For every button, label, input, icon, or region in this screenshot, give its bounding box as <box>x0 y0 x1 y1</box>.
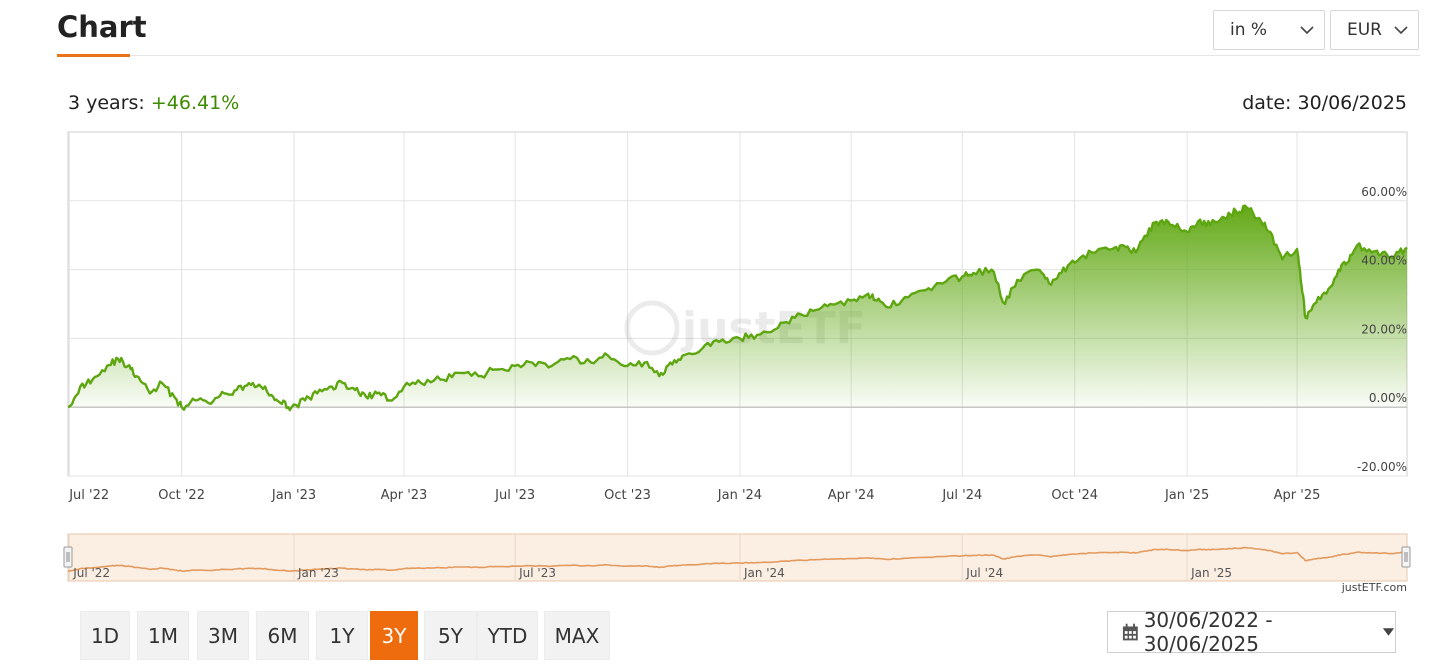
range-button-3m[interactable]: 3M <box>197 611 249 660</box>
performance-chart[interactable]: justETF -20.00%0.00%20.00%40.00%60.00% J… <box>0 0 1440 600</box>
range-button-ytd[interactable]: YTD <box>477 611 538 660</box>
chart-date: date: 30/06/2025 <box>1242 92 1407 114</box>
x-tick-label: Jan '23 <box>271 488 316 503</box>
x-axis-labels: Jul '22 Oct '22 Jan '23 Apr '23 Jul '23 Oct '… <box>68 488 1320 503</box>
range-button-6m[interactable]: 6M <box>256 611 309 660</box>
caret-down-icon <box>1382 628 1395 636</box>
navigator-grid <box>68 534 1188 581</box>
x-tick-label: Jan '24 <box>717 488 762 503</box>
header-divider <box>57 55 1420 56</box>
x-tick-label: Apr '23 <box>381 488 428 503</box>
y-axis-labels: -20.00% 0.00% 20.00% 40.00% 60.00% <box>1357 185 1407 474</box>
range-button-1d[interactable]: 1D <box>80 611 130 660</box>
y-tick-label: 0.00% <box>1369 391 1407 405</box>
performance-summary: 3 years: +46.41% <box>68 92 239 114</box>
y-tick-label: -20.00% <box>1357 460 1407 474</box>
date-range-label: 30/06/2022 - 30/06/2025 <box>1143 608 1273 656</box>
x-tick-label: Apr '24 <box>828 488 875 503</box>
unit-select[interactable]: in % <box>1213 10 1325 50</box>
calendar-icon <box>1122 623 1138 640</box>
navigator-label: Jan '25 <box>1190 566 1232 580</box>
range-button-max[interactable]: MAX <box>544 611 610 660</box>
navigator-labels: Jul '22 Jan '23 Jul '23 Jan '24 Jul '24 Jan '… <box>72 566 1232 580</box>
x-tick-label: Jul '23 <box>494 488 535 503</box>
navigator-label: Jul '23 <box>518 566 556 580</box>
date-range-picker[interactable]: 30/06/2022 - 30/06/2025 <box>1107 608 1396 656</box>
x-tick-label: Oct '24 <box>1051 488 1098 503</box>
navigator-label: Jan '23 <box>297 566 339 580</box>
y-tick-label: 60.00% <box>1361 185 1407 199</box>
unit-select-label: in % <box>1230 20 1268 40</box>
navigator-handle-right[interactable] <box>1401 546 1411 568</box>
navigator-label: Jan '24 <box>743 566 785 580</box>
chevron-down-icon <box>1300 26 1314 35</box>
series-area <box>68 205 1407 411</box>
navigator-line <box>67 546 1408 573</box>
range-button-1y[interactable]: 1Y <box>316 611 368 660</box>
currency-select[interactable]: EUR <box>1330 10 1419 50</box>
x-tick-label: Oct '22 <box>158 488 205 503</box>
x-tick-label: Jul '24 <box>941 488 982 503</box>
x-tick-label: Oct '23 <box>604 488 651 503</box>
credit-link[interactable]: justETF.com <box>1341 581 1407 594</box>
range-navigator[interactable]: Jul '22 Jan '23 Jul '23 Jan '24 Jul '24 Jan '… <box>63 533 1411 582</box>
chevron-down-icon <box>1394 26 1408 35</box>
navigator-handle-left[interactable] <box>63 546 73 568</box>
navigator-label: Jul '24 <box>965 566 1003 580</box>
y-tick-label: 20.00% <box>1361 322 1407 336</box>
range-button-5y[interactable]: 5Y <box>424 611 477 660</box>
range-button-1m[interactable]: 1M <box>137 611 189 660</box>
series-line <box>67 204 1408 412</box>
x-tick-label: Jul '22 <box>68 488 109 503</box>
y-tick-label: 40.00% <box>1361 254 1407 268</box>
x-tick-label: Apr '25 <box>1274 488 1321 503</box>
period-label: 3 years: <box>68 92 145 114</box>
page-title: Chart <box>57 10 147 44</box>
navigator-label: Jul '22 <box>72 566 110 580</box>
period-return: +46.41% <box>150 92 240 114</box>
range-button-3y[interactable]: 3Y <box>370 611 418 660</box>
currency-select-label: EUR <box>1347 20 1382 40</box>
navigator-selection[interactable] <box>67 533 1408 582</box>
title-underline <box>57 54 130 57</box>
x-tick-label: Jan '25 <box>1164 488 1209 503</box>
